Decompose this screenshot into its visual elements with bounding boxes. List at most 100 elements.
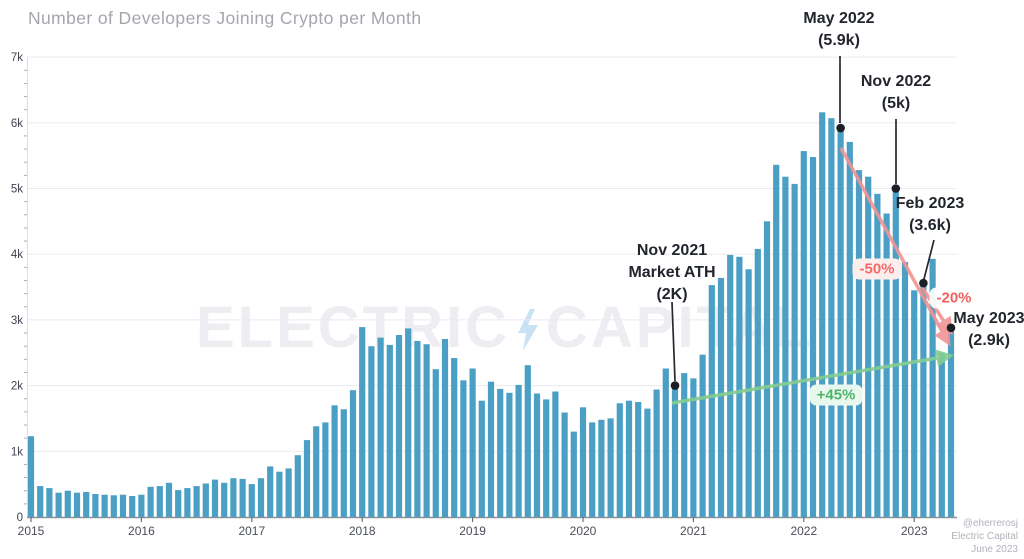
bar	[763, 221, 771, 518]
bar	[156, 486, 163, 517]
trend-arrow-drop-20	[920, 286, 953, 336]
percent-label-rise-45: +45%	[809, 384, 863, 406]
attribution: @eherrerosj Electric Capital June 2023	[951, 517, 1018, 556]
bar	[552, 391, 559, 517]
bar	[671, 386, 679, 517]
bar	[322, 422, 329, 517]
bar	[515, 384, 522, 517]
annotation-dot-feb-2023	[919, 278, 928, 288]
trend-arrow-drop-50	[839, 147, 951, 347]
bar	[377, 337, 384, 517]
bar	[920, 283, 927, 517]
bar	[395, 335, 403, 517]
bar	[699, 354, 706, 517]
bar	[828, 118, 835, 517]
annotation-label-nov-2021-ath: Nov 2021 Market ATH (2K)	[628, 242, 716, 303]
x-axis-tick-label: 2018	[349, 524, 376, 538]
bar	[874, 193, 881, 518]
bar	[221, 482, 228, 517]
bar	[653, 389, 660, 517]
x-axis-tick-label: 2019	[459, 524, 486, 538]
bar	[423, 344, 430, 517]
bar	[837, 128, 844, 517]
bar	[432, 369, 439, 517]
bar	[855, 170, 863, 517]
bar-series	[27, 112, 955, 518]
bar	[37, 486, 44, 517]
bar	[248, 484, 255, 517]
bar	[782, 176, 789, 517]
bar	[257, 478, 265, 517]
bar	[736, 256, 743, 517]
annotation-dot-nov-2022	[891, 184, 901, 193]
bar	[441, 339, 449, 517]
bar	[405, 328, 412, 517]
bar	[138, 494, 145, 517]
bar	[119, 494, 127, 517]
y-axis-tick-label: 4k	[11, 249, 23, 261]
bar	[46, 488, 53, 517]
annotation-dot-may-2022	[836, 123, 845, 133]
x-axis-tick-label: 2020	[570, 524, 597, 538]
bar	[497, 388, 504, 517]
bar	[773, 164, 780, 518]
bar	[27, 436, 35, 517]
bar	[175, 490, 182, 517]
bar	[533, 393, 541, 517]
bar	[644, 408, 651, 517]
bar	[506, 392, 513, 517]
bar	[469, 368, 476, 517]
bar	[451, 358, 458, 517]
bar	[276, 471, 283, 517]
y-axis-tick-label: 6k	[11, 118, 23, 130]
bar	[929, 258, 936, 517]
percent-label-drop-50: -50%	[852, 258, 902, 280]
annotation-label-may-2023: May 2023 (2.9k)	[953, 310, 1024, 349]
bar	[911, 290, 918, 517]
bar	[800, 151, 807, 517]
bar	[313, 426, 320, 517]
chart-title: Number of Developers Joining Crypto per …	[28, 8, 422, 28]
x-axis-tick-label: 2016	[128, 524, 155, 538]
bar	[386, 344, 393, 517]
annotation-label-nov-2022: Nov 2022 (5k)	[860, 73, 932, 112]
bar	[129, 496, 136, 517]
y-axis-tick-label: 1k	[11, 446, 23, 458]
bar	[487, 381, 495, 517]
bar	[681, 373, 688, 517]
x-axis-tick-label: 2015	[18, 524, 45, 538]
bar	[349, 390, 357, 517]
bar	[938, 352, 945, 518]
bar	[92, 494, 99, 517]
bar	[165, 482, 173, 517]
bar	[110, 495, 117, 517]
bar	[635, 402, 642, 517]
bar	[460, 380, 467, 517]
bar	[368, 346, 375, 517]
lightning-bolt-icon	[517, 309, 538, 351]
percent-label-drop-20: -20%	[929, 287, 979, 309]
bar	[202, 483, 209, 517]
attribution-date: June 2023	[971, 544, 1018, 555]
bar	[285, 468, 292, 517]
bar	[589, 422, 596, 517]
annotation-label-feb-2023: Feb 2023 (3.6k)	[895, 195, 965, 234]
attribution-handle: @eherrerosj	[962, 518, 1018, 529]
bar	[809, 157, 817, 517]
bar	[754, 248, 761, 517]
bar	[211, 479, 219, 517]
bar	[690, 378, 697, 517]
bar	[524, 365, 531, 517]
bar	[267, 466, 274, 517]
x-axis-tick-label: 2022	[790, 524, 817, 538]
bar	[73, 492, 81, 517]
watermark-electric: ELECTRIC	[195, 295, 510, 360]
bar	[717, 277, 725, 517]
bar	[414, 340, 421, 517]
bar	[865, 176, 872, 517]
bar	[101, 494, 108, 517]
trend-arrow-rise-45	[671, 349, 954, 405]
bar	[331, 405, 338, 517]
bar	[294, 455, 301, 517]
